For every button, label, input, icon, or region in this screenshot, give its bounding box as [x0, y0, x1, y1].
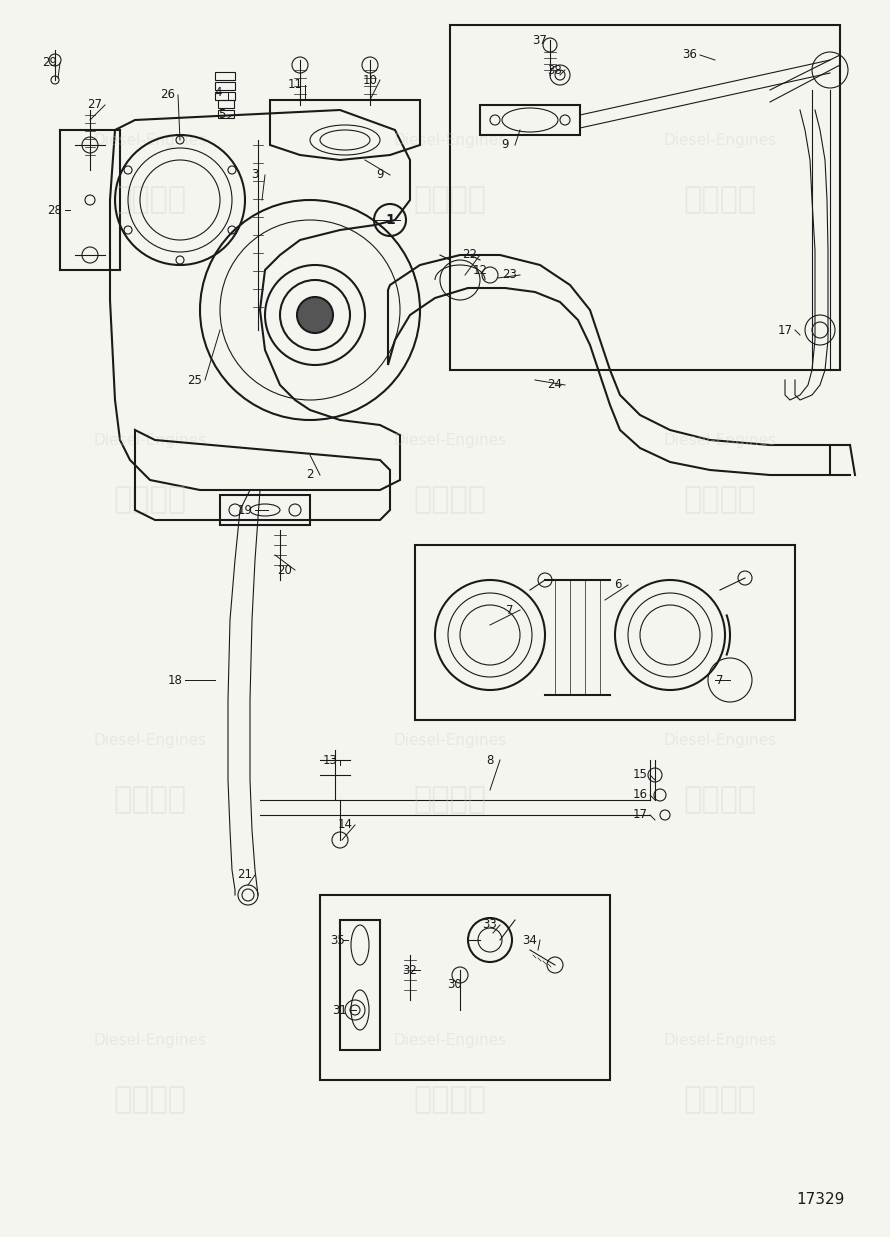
Text: 36: 36: [683, 48, 698, 62]
Text: 3: 3: [251, 168, 259, 182]
Text: Diesel-Engines: Diesel-Engines: [93, 1033, 206, 1048]
Text: 27: 27: [87, 99, 102, 111]
Text: 38: 38: [547, 63, 562, 77]
Bar: [215, 82, 235, 90]
Text: 紫发动力: 紫发动力: [684, 785, 756, 814]
Text: 22: 22: [463, 249, 478, 261]
Bar: [218, 100, 234, 108]
Text: 20: 20: [278, 564, 293, 576]
Text: 30: 30: [448, 978, 463, 992]
Text: Diesel-Engines: Diesel-Engines: [393, 732, 506, 747]
Text: 26: 26: [160, 89, 175, 101]
Text: 23: 23: [503, 268, 517, 282]
Text: 1: 1: [385, 213, 395, 228]
Bar: [450, 25, 840, 370]
Circle shape: [297, 297, 333, 333]
Text: 紫发动力: 紫发动力: [114, 1086, 187, 1115]
Bar: [215, 92, 235, 100]
Text: Diesel-Engines: Diesel-Engines: [393, 1033, 506, 1048]
Text: Diesel-Engines: Diesel-Engines: [663, 433, 777, 448]
Text: 紫发动力: 紫发动力: [684, 485, 756, 515]
Text: 17: 17: [633, 809, 648, 821]
Text: 37: 37: [532, 33, 547, 47]
Text: 11: 11: [287, 78, 303, 92]
Text: Diesel-Engines: Diesel-Engines: [663, 132, 777, 147]
Bar: [218, 110, 234, 118]
Text: 16: 16: [633, 788, 648, 802]
Text: 紫发动力: 紫发动力: [114, 186, 187, 214]
Text: 35: 35: [330, 934, 345, 946]
Text: 紫发动力: 紫发动力: [114, 785, 187, 814]
Text: 28: 28: [47, 204, 62, 216]
Text: Diesel-Engines: Diesel-Engines: [663, 1033, 777, 1048]
Text: 紫发动力: 紫发动力: [684, 1086, 756, 1115]
Text: 14: 14: [337, 819, 352, 831]
Text: 13: 13: [322, 753, 337, 767]
Text: 紫发动力: 紫发动力: [414, 485, 487, 515]
Text: 9: 9: [501, 139, 509, 151]
Text: 紫发动力: 紫发动力: [684, 186, 756, 214]
Text: 10: 10: [362, 73, 377, 87]
Text: Diesel-Engines: Diesel-Engines: [393, 433, 506, 448]
Bar: [215, 72, 235, 80]
Text: Diesel-Engines: Diesel-Engines: [393, 132, 506, 147]
Text: 29: 29: [43, 57, 58, 69]
Text: 21: 21: [238, 868, 253, 882]
Text: 7: 7: [716, 673, 724, 687]
Text: 18: 18: [167, 673, 182, 687]
Text: Diesel-Engines: Diesel-Engines: [93, 132, 206, 147]
Text: 9: 9: [376, 168, 384, 182]
Text: Diesel-Engines: Diesel-Engines: [663, 732, 777, 747]
Text: 32: 32: [402, 964, 417, 976]
Text: 12: 12: [473, 263, 488, 277]
Text: Diesel-Engines: Diesel-Engines: [93, 732, 206, 747]
Text: 5: 5: [218, 109, 226, 121]
Text: 紫发动力: 紫发动力: [414, 186, 487, 214]
Text: 紫发动力: 紫发动力: [414, 785, 487, 814]
Text: 34: 34: [522, 934, 538, 946]
Text: 33: 33: [482, 919, 498, 931]
Bar: [320, 896, 610, 1080]
Text: 紫发动力: 紫发动力: [114, 485, 187, 515]
Text: Diesel-Engines: Diesel-Engines: [93, 433, 206, 448]
Text: 4: 4: [214, 87, 222, 99]
Text: 19: 19: [238, 503, 253, 517]
Text: 8: 8: [486, 753, 494, 767]
Text: 17: 17: [778, 324, 792, 336]
Text: 31: 31: [333, 1003, 347, 1017]
Text: 25: 25: [188, 374, 202, 386]
Text: 24: 24: [547, 379, 562, 391]
Text: 15: 15: [633, 768, 647, 782]
Text: 7: 7: [506, 604, 514, 616]
Bar: [415, 546, 795, 720]
Text: 2: 2: [306, 469, 314, 481]
Text: 6: 6: [614, 579, 622, 591]
Text: 紫发动力: 紫发动力: [414, 1086, 487, 1115]
Text: 17329: 17329: [796, 1192, 845, 1207]
Text: 1: 1: [386, 214, 393, 226]
